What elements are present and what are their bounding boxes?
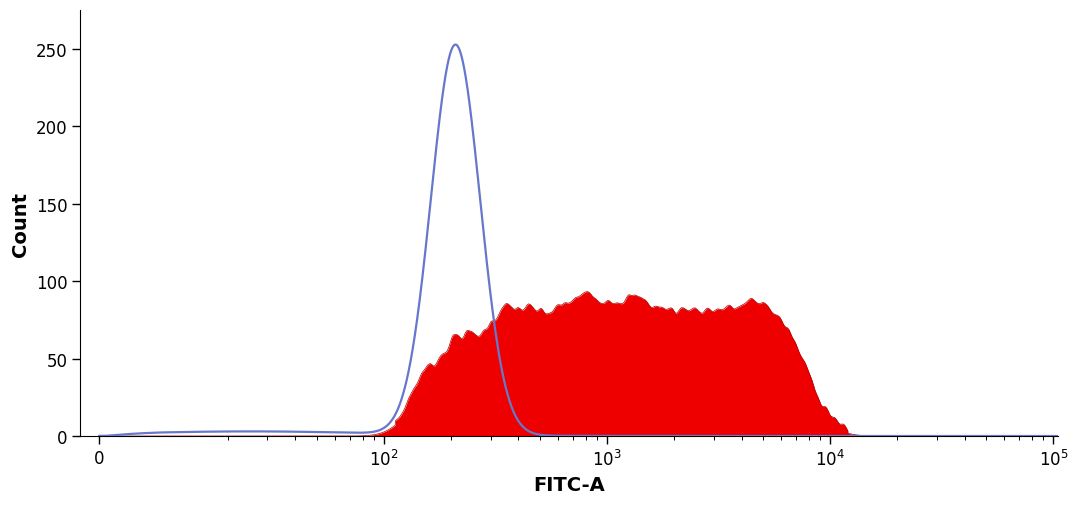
X-axis label: FITC-A: FITC-A [534, 475, 605, 494]
Y-axis label: Count: Count [11, 191, 30, 256]
